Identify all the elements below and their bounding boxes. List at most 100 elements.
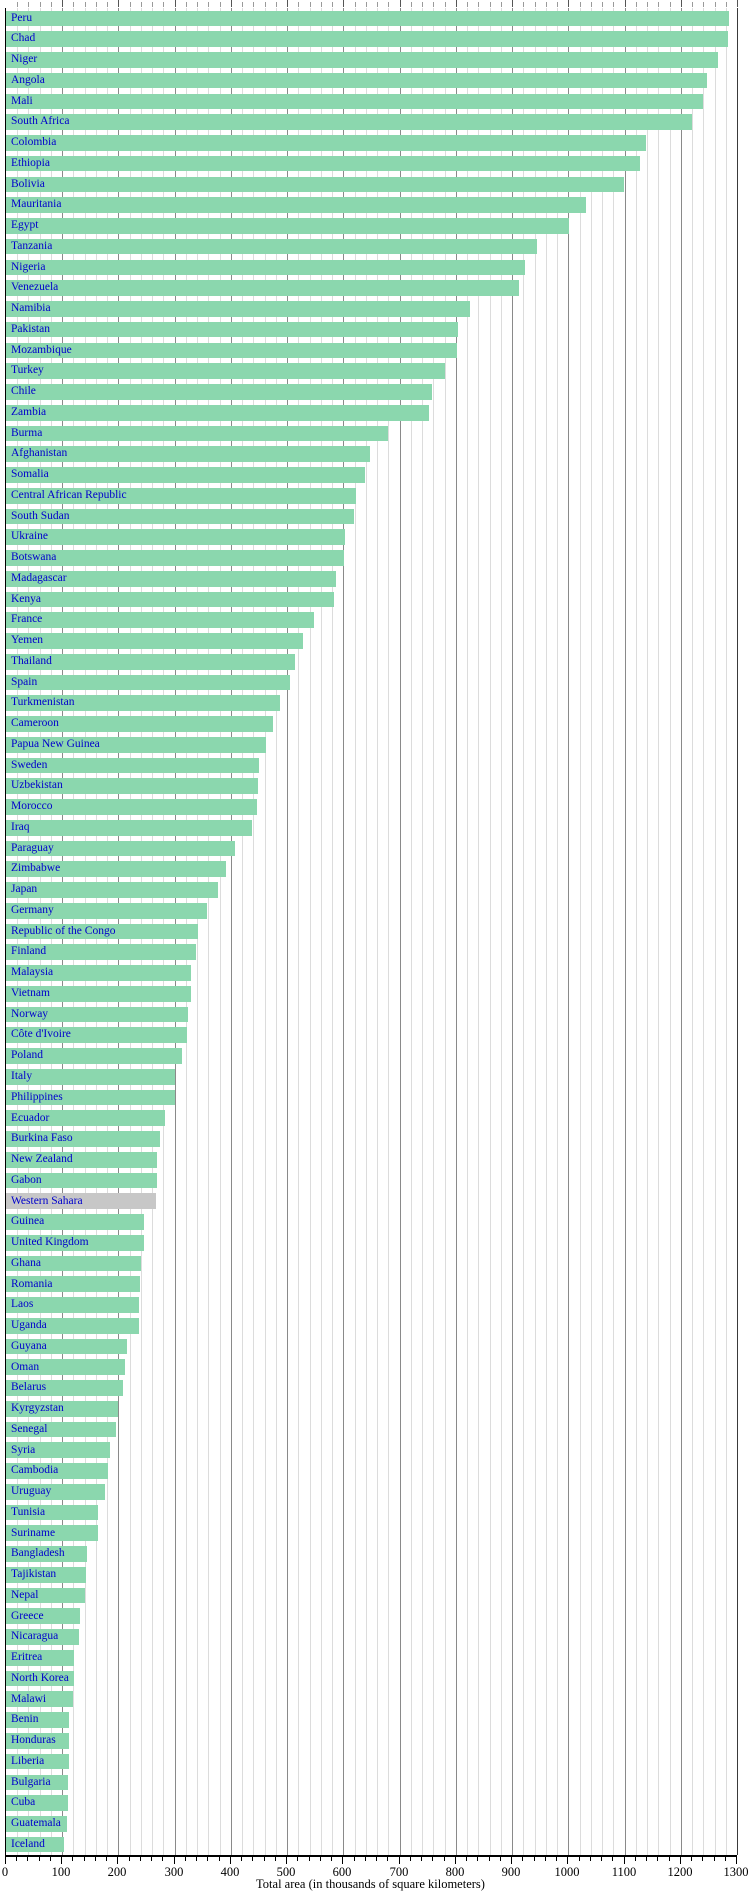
bar-label[interactable]: Benin: [11, 1713, 39, 1726]
bar-label[interactable]: Japan: [11, 883, 38, 896]
bar-label[interactable]: Belarus: [11, 1381, 47, 1394]
bar-label[interactable]: Kyrgyzstan: [11, 1402, 64, 1415]
x-tick-minor: [646, 1857, 647, 1861]
bar-label[interactable]: North Korea: [11, 1671, 69, 1684]
bar-label[interactable]: Suriname: [11, 1526, 56, 1539]
bar-label[interactable]: Senegal: [11, 1422, 48, 1435]
bar-label[interactable]: Guyana: [11, 1339, 47, 1352]
bar-label[interactable]: New Zealand: [11, 1153, 73, 1165]
bar-label[interactable]: Paraguay: [11, 841, 54, 854]
bar-label[interactable]: Eritrea: [11, 1651, 43, 1664]
bar-label[interactable]: Kenya: [11, 592, 42, 605]
bar-label[interactable]: Venezuela: [11, 281, 59, 294]
bar-label[interactable]: Chile: [11, 385, 36, 398]
bar-label[interactable]: Afghanistan: [11, 447, 68, 460]
bar-label[interactable]: Turkey: [11, 364, 44, 377]
bar-label[interactable]: Laos: [11, 1298, 34, 1311]
bar-label[interactable]: Namibia: [11, 302, 51, 315]
bar-label[interactable]: Honduras: [11, 1734, 56, 1747]
bar-label[interactable]: Malawi: [11, 1692, 47, 1705]
bar-label[interactable]: Finland: [11, 945, 47, 958]
bar-label[interactable]: Mali: [11, 94, 33, 107]
bar-row: North Korea: [6, 1668, 737, 1689]
bar-label[interactable]: Ethiopia: [11, 156, 50, 169]
bar-label[interactable]: Iceland: [11, 1837, 45, 1850]
bar-label[interactable]: Uzbekistan: [11, 779, 63, 792]
bar-label[interactable]: Zimbabwe: [11, 862, 61, 875]
bar-label[interactable]: Italy: [11, 1070, 33, 1082]
bar-label[interactable]: Ukraine: [11, 530, 49, 543]
bar-label[interactable]: Papua New Guinea: [11, 737, 100, 750]
bar-label[interactable]: Burkina Faso: [11, 1132, 73, 1145]
bar-label[interactable]: Mozambique: [11, 343, 72, 356]
bar-label[interactable]: Guinea: [11, 1215, 45, 1228]
bar-label[interactable]: Bulgaria: [11, 1775, 51, 1788]
bar-label[interactable]: Philippines: [11, 1090, 63, 1103]
top-tick-major: [568, 0, 569, 7]
bar-label[interactable]: Liberia: [11, 1754, 45, 1767]
bar-label[interactable]: Madagascar: [11, 571, 67, 584]
bar: Belarus: [6, 1380, 123, 1396]
bar-label[interactable]: Tanzania: [11, 239, 53, 252]
bar-label[interactable]: Côte d'Ivoire: [11, 1028, 71, 1041]
bar-label[interactable]: Cameroon: [11, 717, 59, 730]
bar-label[interactable]: Thailand: [11, 654, 52, 667]
bar-label[interactable]: Egypt: [11, 219, 39, 232]
bar-label[interactable]: Gabon: [11, 1173, 42, 1186]
bar-label[interactable]: Uganda: [11, 1319, 47, 1332]
bar-label[interactable]: Turkmenistan: [11, 696, 75, 709]
bar-label[interactable]: Spain: [11, 675, 38, 688]
bar-label[interactable]: Zambia: [11, 405, 47, 418]
x-tick-label: 0: [1, 1865, 9, 1879]
bar-label[interactable]: Peru: [11, 11, 33, 24]
bar-label[interactable]: Norway: [11, 1007, 49, 1020]
bar-label[interactable]: Chad: [11, 32, 36, 45]
gridline-minor: [670, 8, 671, 1855]
bar-label[interactable]: Guatemala: [11, 1817, 61, 1830]
bar-label[interactable]: Tunisia: [11, 1505, 46, 1518]
bar-label[interactable]: Cuba: [11, 1796, 36, 1809]
bar-label[interactable]: Colombia: [11, 136, 57, 149]
bar-label[interactable]: Oman: [11, 1360, 40, 1373]
bar-label[interactable]: Malaysia: [11, 966, 54, 979]
bar-label[interactable]: Yemen: [11, 634, 44, 647]
x-tick-minor: [39, 1857, 40, 1861]
bar-label[interactable]: Romania: [11, 1277, 53, 1290]
bar-label[interactable]: Nepal: [11, 1588, 39, 1601]
bar-label[interactable]: France: [11, 613, 43, 626]
bar-label[interactable]: Niger: [11, 53, 38, 66]
bar-row: South Sudan: [6, 506, 737, 527]
bar-label[interactable]: Somalia: [11, 468, 49, 481]
bar-label[interactable]: Angola: [11, 73, 45, 86]
bar-label[interactable]: Mauritania: [11, 198, 62, 211]
bar-label[interactable]: Nicaragua: [11, 1630, 59, 1643]
bar-label[interactable]: Bangladesh: [11, 1547, 65, 1560]
bar-label[interactable]: Pakistan: [11, 322, 50, 335]
bar-label[interactable]: Cambodia: [11, 1464, 59, 1477]
bar-label[interactable]: Botswana: [11, 551, 57, 564]
bar-label[interactable]: Syria: [11, 1443, 36, 1456]
bar-label[interactable]: Greece: [11, 1609, 44, 1622]
bar-label[interactable]: Western Sahara: [11, 1194, 83, 1207]
bar-label[interactable]: Bolivia: [11, 177, 45, 190]
x-tick-minor: [275, 1857, 276, 1861]
bar-label[interactable]: South Sudan: [11, 509, 70, 522]
bar-label[interactable]: Republic of the Congo: [11, 924, 116, 937]
bar-label[interactable]: Vietnam: [11, 986, 50, 999]
bar-label[interactable]: United Kingdom: [11, 1236, 89, 1249]
bar-label[interactable]: South Africa: [11, 115, 70, 128]
bar-label[interactable]: Tajikistan: [11, 1568, 57, 1581]
bar-label[interactable]: Germany: [11, 903, 54, 916]
bar-label[interactable]: Nigeria: [11, 260, 46, 273]
bar-label[interactable]: Poland: [11, 1049, 43, 1062]
bar-label[interactable]: Burma: [11, 426, 43, 439]
bar-label[interactable]: Morocco: [11, 800, 53, 813]
bar-label[interactable]: Ghana: [11, 1256, 42, 1269]
bar-label[interactable]: Ecuador: [11, 1111, 50, 1124]
bar-label[interactable]: Central African Republic: [11, 488, 127, 501]
bar: Senegal: [6, 1421, 117, 1438]
bar-label[interactable]: Uruguay: [11, 1485, 52, 1498]
x-tick-major: [511, 1857, 512, 1864]
bar-label[interactable]: Iraq: [11, 820, 30, 833]
bar-label[interactable]: Sweden: [11, 758, 48, 771]
